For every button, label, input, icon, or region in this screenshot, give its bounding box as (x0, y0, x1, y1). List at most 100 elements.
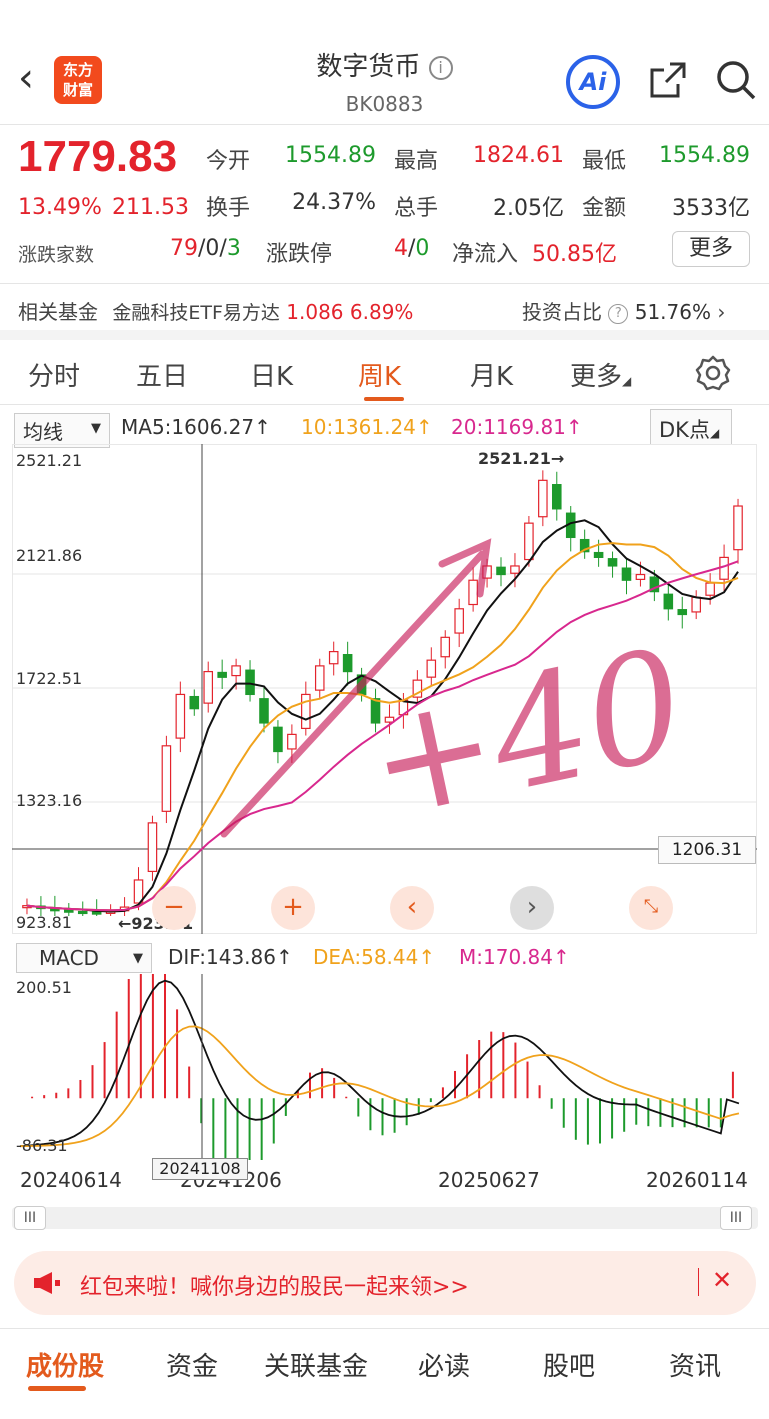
candle-body (691, 596, 701, 613)
candle-body (593, 551, 604, 559)
candle-body (245, 669, 255, 696)
tab-weekly-k[interactable]: 周K (358, 362, 402, 392)
amount-label: 金额 (582, 196, 627, 221)
date-label: 20250627 (438, 1168, 540, 1192)
ma20-legend: 20:1169.81↑ (451, 415, 583, 439)
scroll-handle-right[interactable]: III (720, 1206, 752, 1230)
divider (0, 283, 769, 284)
change-percent: 13.49% (18, 195, 102, 220)
date-label: 20260114 (646, 1168, 748, 1192)
tab-constituents[interactable]: 成份股 (26, 1352, 105, 1382)
search-icon[interactable] (714, 58, 758, 102)
macd-y-top: 200.51 (16, 978, 72, 997)
divider (0, 1328, 769, 1329)
scroll-handle-left[interactable]: III (14, 1206, 46, 1230)
scroll-right-button[interactable]: › (510, 886, 554, 930)
settings-gear-icon[interactable] (694, 354, 732, 392)
main-indicator-select[interactable]: 均线 ▼ (14, 413, 110, 448)
fullscreen-icon[interactable]: ⤡ (629, 886, 673, 930)
macd-chart[interactable] (12, 974, 757, 1160)
dk-point-button[interactable]: DK点◢ (650, 409, 732, 445)
candle-body (733, 505, 743, 551)
low-label: 最低 (582, 149, 627, 174)
candle-body (189, 695, 200, 710)
tab-stock-forum[interactable]: 股吧 (543, 1352, 596, 1382)
candle-body (510, 565, 520, 574)
scroll-left-button[interactable]: ‹ (390, 886, 434, 930)
candle-body (161, 745, 172, 812)
tab-5day[interactable]: 五日 (136, 362, 189, 392)
tab-more[interactable]: 更多◢ (570, 362, 632, 392)
related-fund-row[interactable]: 相关基金 金融科技ETF易方达 1.086 6.89% (18, 296, 413, 325)
crosshair-value-label: 1206.31 (658, 836, 756, 864)
candle-body (426, 659, 437, 678)
promo-banner[interactable] (14, 1251, 756, 1315)
chart-scrollbar[interactable] (12, 1207, 758, 1229)
more-quote-button[interactable]: 更多 (672, 231, 750, 267)
candle-body (301, 693, 311, 729)
banner-divider (698, 1268, 699, 1296)
netflow-value: 50.85亿 (532, 242, 617, 267)
zoom-out-button[interactable]: − (152, 886, 196, 930)
candle-body (677, 609, 688, 616)
tab-intraday[interactable]: 分时 (28, 362, 81, 392)
close-icon[interactable]: ✕ (712, 1266, 733, 1294)
candle-body (454, 608, 464, 634)
megaphone-icon (32, 1270, 62, 1296)
candle-body (259, 698, 269, 724)
candle-body (705, 582, 715, 596)
active-tab-indicator (28, 1386, 86, 1391)
promo-text[interactable]: 红包来啦！喊你身边的股民一起来领>> (80, 1275, 469, 1300)
zoom-in-button[interactable]: + (271, 886, 315, 930)
caret-down-icon: ▼ (91, 421, 101, 436)
candle-body (203, 670, 214, 704)
candle-body (719, 556, 729, 580)
current-price: 1779.83 (18, 132, 178, 181)
candle-body (440, 636, 451, 658)
candle-body (635, 573, 646, 580)
tab-capital[interactable]: 资金 (166, 1352, 219, 1382)
ma5-legend: MA5:1606.27↑ (121, 415, 271, 439)
tab-related-funds[interactable]: 关联基金 (264, 1352, 369, 1382)
sub-indicator-select[interactable]: MACD ▼ (16, 943, 152, 973)
share-icon[interactable] (648, 60, 688, 100)
invest-ratio[interactable]: 投资占比 ? 51.76% › (522, 300, 726, 324)
tab-must-read[interactable]: 必读 (418, 1352, 471, 1382)
caret-down-icon: ▼ (133, 951, 143, 966)
ma10-legend: 10:1361.24↑ (301, 415, 433, 439)
dif-line (19, 979, 740, 1148)
candle-body (524, 522, 534, 561)
tab-monthly-k[interactable]: 月K (470, 362, 514, 392)
info-icon[interactable]: i (428, 55, 453, 80)
fund-name: 金融科技ETF易方达 (112, 302, 280, 324)
candle-body (579, 538, 590, 553)
candle-body (468, 579, 478, 606)
help-icon[interactable]: ? (608, 303, 629, 324)
candle-body (538, 479, 548, 518)
volume-value: 2.05亿 (493, 196, 564, 221)
candle-body (412, 679, 423, 698)
kline-chart[interactable] (12, 444, 757, 934)
change-amount: 211.53 (112, 195, 189, 220)
candle-body (621, 567, 632, 581)
m-legend: M:170.84↑ (459, 945, 570, 969)
chevron-right-icon: › (717, 300, 726, 324)
updown-counts: 79/0/3 (170, 236, 241, 261)
tab-daily-k[interactable]: 日K (250, 362, 294, 392)
divider (0, 124, 769, 125)
handwritten-arrow (220, 538, 492, 838)
high-marker: 2521.21→ (478, 449, 565, 468)
candle-body (91, 911, 102, 915)
candle-body (287, 733, 297, 750)
turnover-label: 换手 (206, 196, 251, 221)
macd-y-bottom: -86.31 (16, 1136, 68, 1155)
back-icon[interactable]: ‹ (18, 55, 34, 101)
high-label: 最高 (394, 149, 439, 174)
candle-body (328, 651, 339, 665)
date-label: 20240614 (20, 1168, 122, 1192)
kline-chart-frame[interactable] (12, 444, 757, 934)
dea-legend: DEA:58.44↑ (313, 945, 436, 969)
candle-body (217, 671, 227, 678)
tab-news[interactable]: 资讯 (669, 1352, 722, 1382)
ai-button[interactable]: Ai (566, 55, 620, 109)
